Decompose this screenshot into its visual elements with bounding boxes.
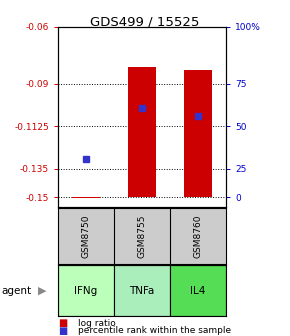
Bar	[72, 197, 100, 198]
Bar	[58, 265, 114, 316]
Text: GDS499 / 15525: GDS499 / 15525	[90, 15, 200, 28]
Text: log ratio: log ratio	[78, 319, 116, 328]
Text: GSM8750: GSM8750	[81, 214, 90, 258]
Text: percentile rank within the sample: percentile rank within the sample	[78, 327, 231, 335]
Text: GSM8760: GSM8760	[194, 214, 203, 258]
Text: ■: ■	[58, 318, 67, 328]
Bar	[184, 71, 212, 197]
Bar	[128, 67, 156, 197]
Text: agent: agent	[1, 286, 32, 296]
Text: GSM8755: GSM8755	[137, 214, 147, 258]
Text: ■: ■	[58, 326, 67, 336]
Bar	[114, 265, 170, 316]
Text: ▶: ▶	[38, 286, 46, 296]
Text: TNFa: TNFa	[129, 286, 155, 296]
Text: IL4: IL4	[191, 286, 206, 296]
Text: IFNg: IFNg	[75, 286, 98, 296]
Bar	[170, 265, 226, 316]
